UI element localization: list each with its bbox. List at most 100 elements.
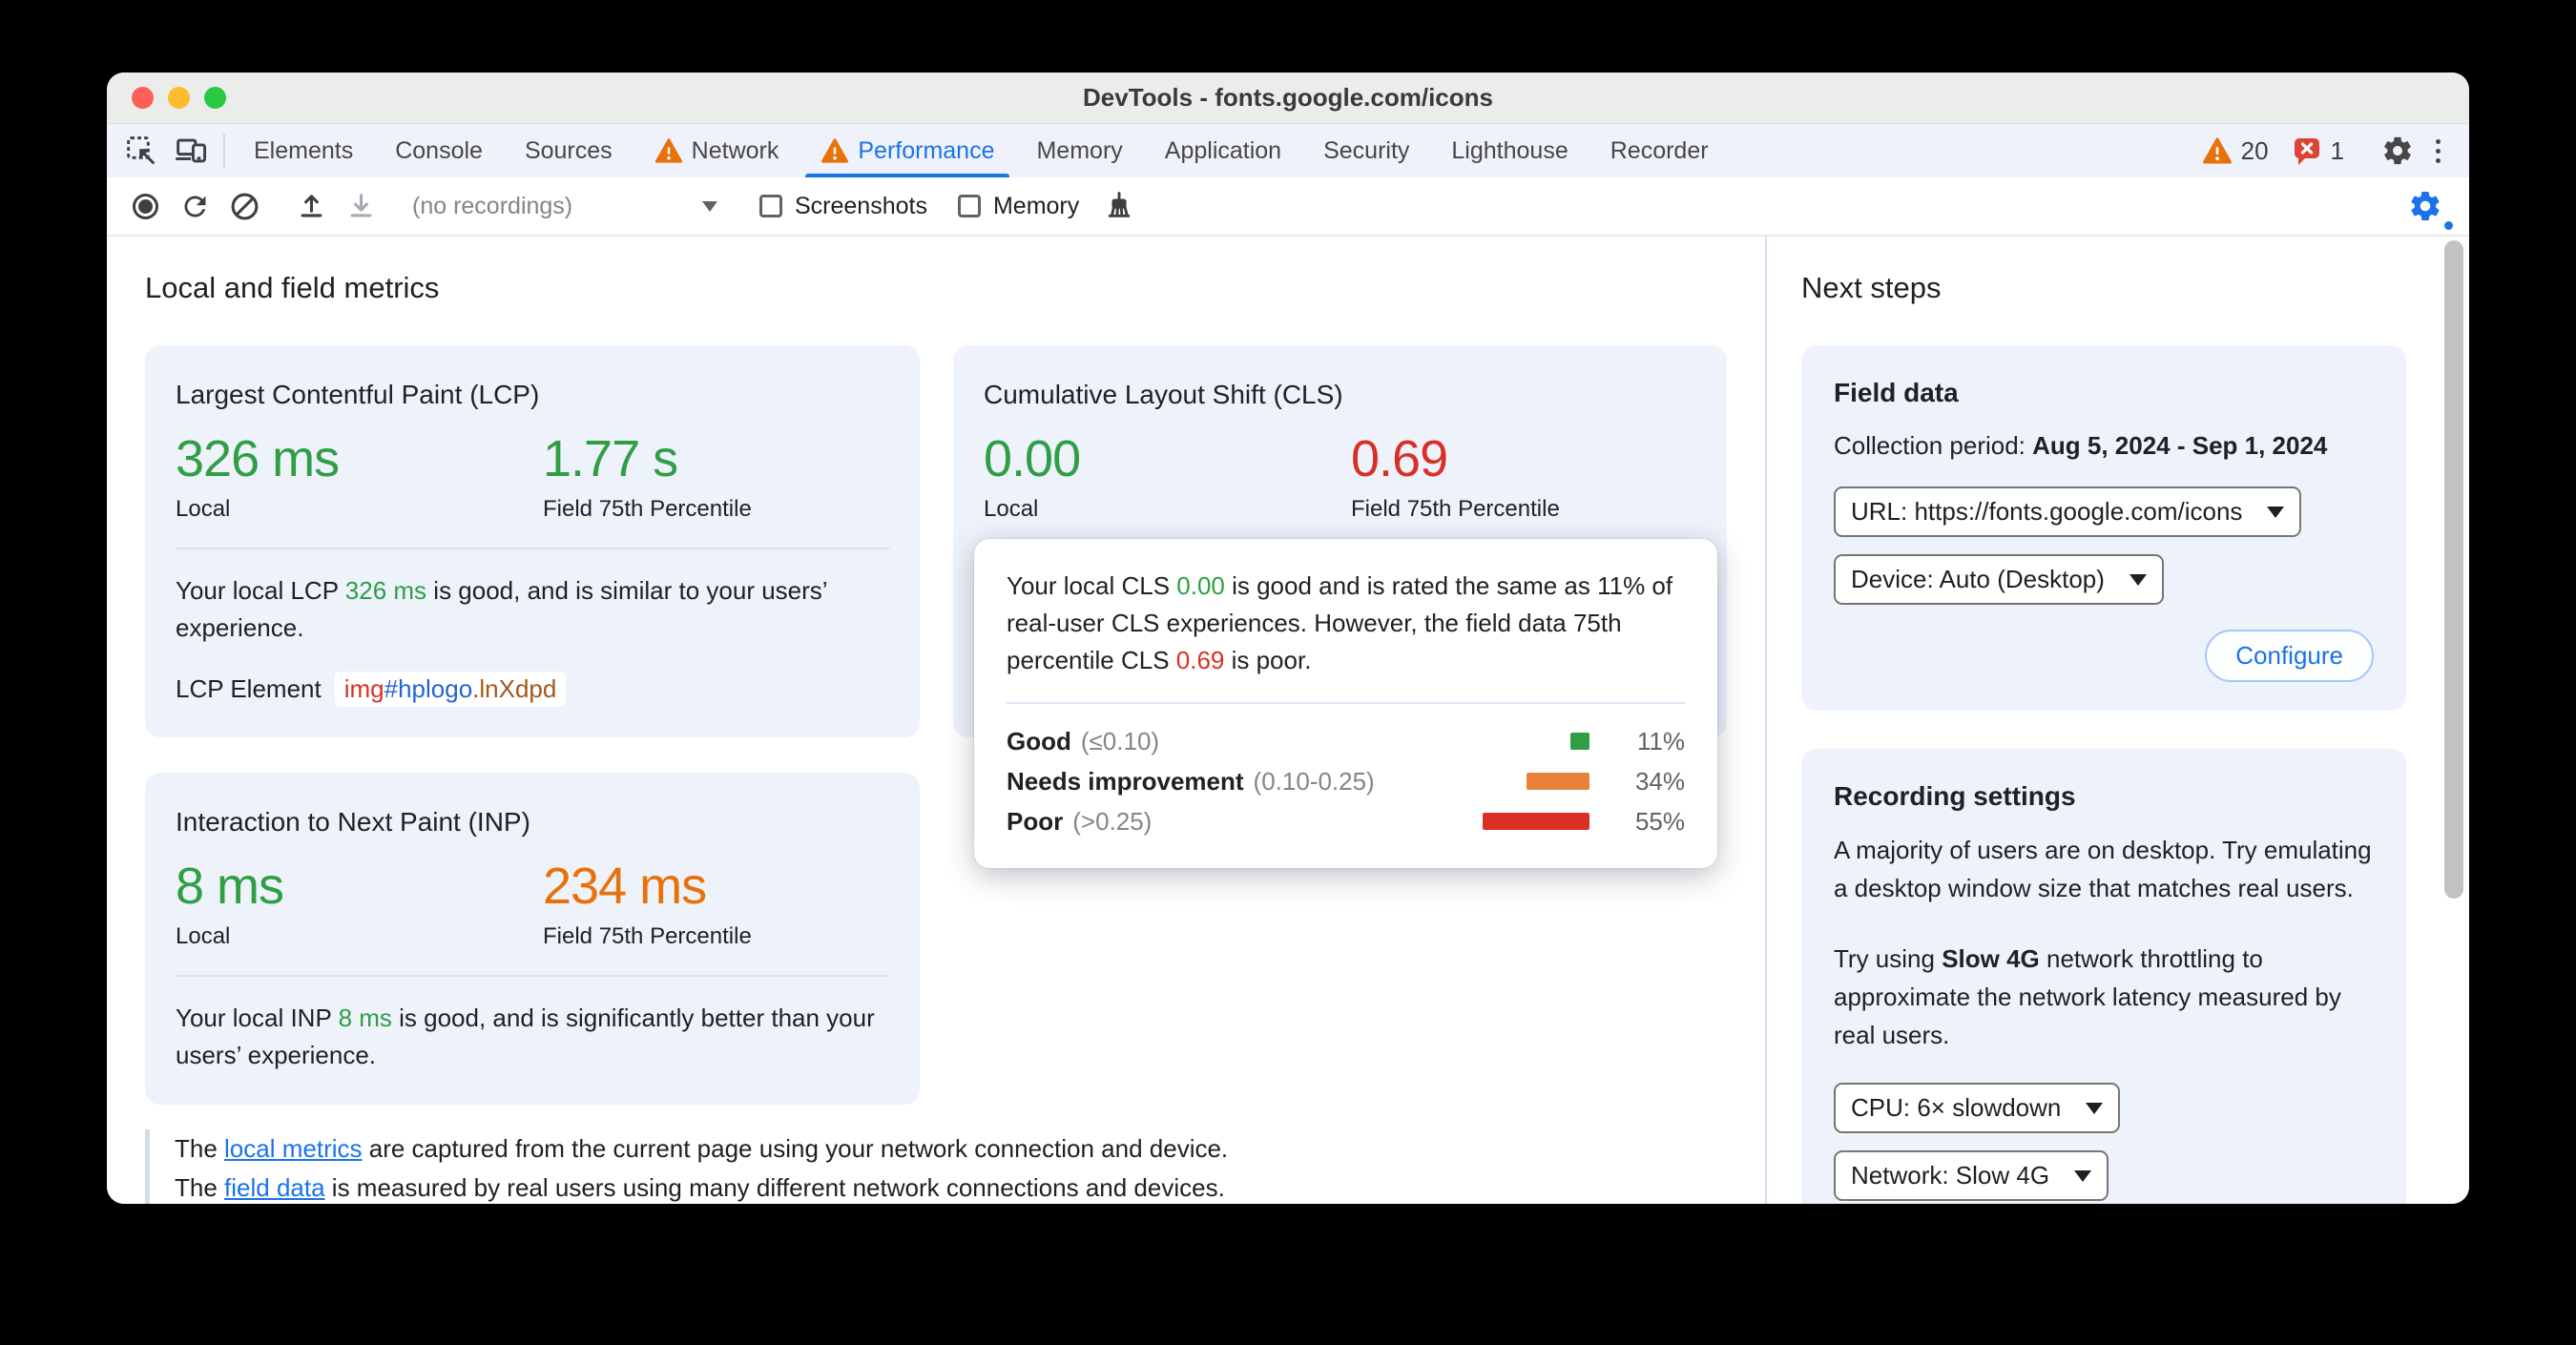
lcp-card: Largest Contentful Paint (LCP) 326 ms Lo… [145,345,920,737]
chevron-down-icon [2074,1169,2092,1182]
tab-application[interactable]: Application [1144,124,1302,177]
good-bar [1570,733,1589,750]
recording-settings-card: Recording settings A majority of users a… [1801,749,2406,1204]
save-profile-button[interactable] [336,183,385,229]
vertical-scrollbar-thumb[interactable] [2444,240,2463,899]
issues-count: 1 [2330,135,2344,165]
window-titlebar: DevTools - fonts.google.com/icons [107,72,2469,124]
inp-values-row: 8 ms Local 234 ms Field 75th Percentile [176,857,889,950]
collect-garbage-button[interactable] [1094,183,1144,229]
tab-label: Performance [858,136,995,164]
row-range: (>0.25) [1072,806,1153,836]
tab-elements[interactable]: Elements [233,124,374,177]
tab-lighthouse[interactable]: Lighthouse [1430,124,1589,177]
issues-badge[interactable]: 1 [2292,135,2344,166]
active-tab-underline [805,174,1010,177]
clear-button[interactable] [219,183,269,229]
card-divider [176,548,889,549]
screenshots-label: Screenshots [795,192,927,219]
tab-network[interactable]: Network [634,124,800,177]
reload-and-record-button[interactable] [170,183,219,229]
cpu-select-row: CPU: 6× slowdown [1834,1083,2374,1133]
inp-inline-value: 8 ms [338,1004,392,1032]
cls-card-title: Cumulative Layout Shift (CLS) [984,380,1343,409]
field-data-card: Field data Collection period: Aug 5, 202… [1801,345,2406,711]
lcp-local-value: 326 ms [176,430,340,487]
row-label: Needs improvement [1007,766,1244,796]
minimize-window-button[interactable] [168,87,190,109]
field-data-link[interactable]: field data [224,1173,325,1202]
footnote-line-local: The local metrics are captured from the … [175,1134,1229,1163]
distribution-row-good: Good (≤0.10) 11% [1007,721,1685,761]
warnings-count: 20 [2240,135,2269,165]
tab-memory[interactable]: Memory [1015,124,1143,177]
lcp-description: Your local LCP 326 ms is good, and is si… [176,576,827,642]
inp-local-label: Local [176,923,231,949]
field-device-select-value: Device: Auto (Desktop) [1851,565,2105,593]
lcp-element-link[interactable]: img#hplogo.lnXdpd [334,672,567,707]
chevron-down-icon [2267,506,2285,518]
tab-recorder[interactable]: Recorder [1589,124,1730,177]
inp-card-title: Interaction to Next Paint (INP) [176,807,530,837]
cls-tooltip: Your local CLS 0.00 is good and is rated… [974,539,1717,868]
network-throttle-select[interactable]: Network: Slow 4G [1834,1150,2109,1201]
warning-icon [821,136,849,165]
inp-description: Your local INP 8 ms is good, and is sign… [176,1004,875,1069]
memory-label: Memory [992,192,1080,219]
tab-label: Recorder [1610,136,1709,164]
distribution-row-poor: Poor (>0.25) 55% [1007,801,1685,841]
configure-button[interactable]: Configure [2205,630,2374,682]
lcp-values-row: 326 ms Local 1.77 s Field 75th Percentil… [176,429,889,523]
zoom-window-button[interactable] [204,87,226,109]
field-url-select[interactable]: URL: https://fonts.google.com/icons [1834,486,2302,537]
device-toolbar-icon [175,134,207,167]
warnings-badge[interactable]: 20 [2202,135,2269,166]
inspect-element-button[interactable] [116,124,166,177]
tab-sources[interactable]: Sources [504,124,634,177]
tab-console[interactable]: Console [374,124,504,177]
settings-button[interactable] [2373,134,2422,167]
cpu-throttle-select[interactable]: CPU: 6× slowdown [1834,1083,2121,1133]
network-throttle-value: Network: Slow 4G [1851,1161,2050,1190]
close-window-button[interactable] [132,87,154,109]
upload-icon [296,191,327,222]
field-device-select[interactable]: Device: Auto (Desktop) [1834,554,2164,605]
capture-settings-button[interactable] [2400,183,2456,233]
performance-toolbar: (no recordings) Screenshots Memory [107,177,2469,237]
reload-icon [179,191,211,222]
tab-security[interactable]: Security [1302,124,1430,177]
lcp-field-label: Field 75th Percentile [543,496,752,522]
footnote-line-field: The field data is measured by real users… [175,1173,1225,1202]
tabbar-right-controls: 20 1 [2191,124,2469,177]
load-profile-button[interactable] [286,183,336,229]
collection-period: Collection period: Aug 5, 2024 - Sep 1, … [1834,431,2328,460]
checkbox-icon [759,195,782,217]
devtools-tabbar: Elements Console Sources Network Perform… [107,124,2469,177]
record-icon [132,193,158,219]
network-select-row: Network: Slow 4G [1834,1150,2374,1201]
recording-settings-paragraph-2: Try using Slow 4G network throttling to … [1834,944,2341,1049]
warning-icon [654,136,683,165]
screenshots-checkbox[interactable]: Screenshots [759,193,927,220]
configure-row: Configure [1834,630,2374,682]
traffic-lights [132,72,226,123]
block-icon [229,191,260,222]
tabbar-divider [223,134,225,168]
lcp-element-row: LCP Element img#hplogo.lnXdpd [176,672,889,707]
tab-label: Lighthouse [1451,136,1568,164]
window-title: DevTools - fonts.google.com/icons [1083,83,1493,112]
inspect-cursor-icon [125,134,157,167]
recordings-dropdown[interactable]: (no recordings) [403,193,727,220]
local-metrics-link[interactable]: local metrics [224,1134,363,1163]
field-data-title: Field data [1834,378,1959,407]
device-toolbar-button[interactable] [166,124,216,177]
record-button[interactable] [120,183,170,229]
download-icon [345,191,377,222]
needs-improvement-bar [1527,773,1589,790]
memory-checkbox[interactable]: Memory [957,192,1080,220]
row-percent: 11% [1636,726,1685,755]
inp-field-value: 234 ms [543,858,707,915]
tab-performance[interactable]: Performance [800,124,1015,177]
more-options-button[interactable] [2422,138,2454,163]
